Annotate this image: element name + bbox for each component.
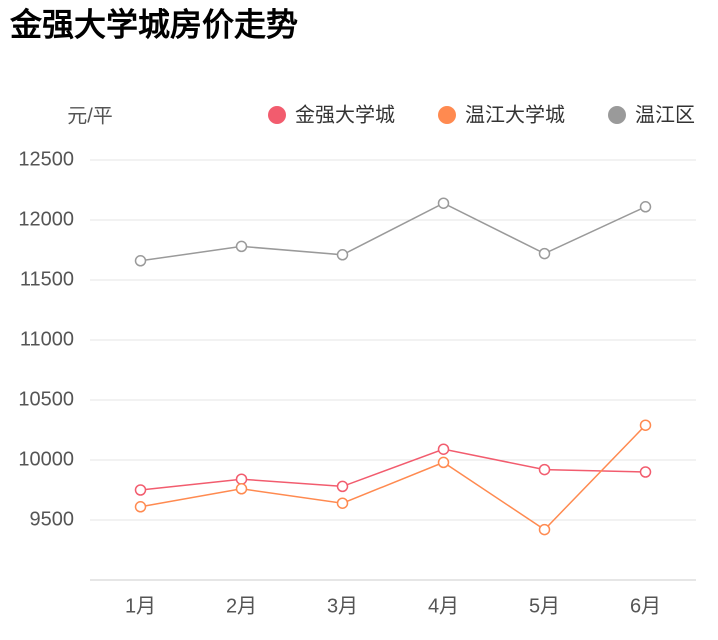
- x-tick-label: 3月: [327, 595, 358, 617]
- y-tick-label: 11500: [20, 268, 74, 290]
- point: [538, 523, 551, 536]
- y-tick-label: 10500: [18, 388, 74, 410]
- y-tick-label: 12500: [18, 148, 74, 170]
- point: [235, 473, 248, 485]
- x-tick-label: 2月: [226, 595, 257, 617]
- point: [639, 201, 652, 213]
- legend-marker: [268, 106, 286, 124]
- point: [134, 501, 147, 513]
- legend-label: 金强大学城: [295, 103, 395, 126]
- y-tick-label: 10000: [18, 448, 74, 470]
- x-tick-label: 5月: [529, 595, 560, 617]
- y-tick-label: 11000: [20, 328, 74, 350]
- point: [134, 255, 147, 267]
- point: [336, 480, 349, 493]
- point: [437, 456, 450, 469]
- point: [336, 249, 349, 261]
- point: [639, 419, 652, 431]
- point: [538, 463, 551, 476]
- x-tick-label: 1月: [125, 595, 156, 617]
- series-line: [140, 448, 646, 491]
- point: [437, 443, 450, 455]
- point: [134, 484, 147, 496]
- legend-marker: [608, 106, 626, 124]
- legend-label: 温江区: [635, 103, 695, 126]
- series-line: [140, 202, 646, 262]
- legend-label: 温江大学城: [465, 103, 565, 126]
- y-axis-label: 元/平: [67, 105, 113, 127]
- chart-title: 金强大学城房价走势: [9, 6, 298, 42]
- point: [538, 247, 551, 260]
- point: [235, 483, 248, 495]
- point: [336, 497, 349, 509]
- series-line: [140, 424, 647, 531]
- point: [639, 466, 652, 478]
- x-tick-label: 6月: [630, 595, 661, 617]
- point: [437, 197, 450, 209]
- legend-marker: [438, 106, 456, 124]
- x-tick-label: 4月: [428, 595, 459, 617]
- y-tick-label: 12000: [18, 208, 74, 230]
- y-tick-label: 9500: [30, 508, 75, 530]
- point: [235, 240, 248, 253]
